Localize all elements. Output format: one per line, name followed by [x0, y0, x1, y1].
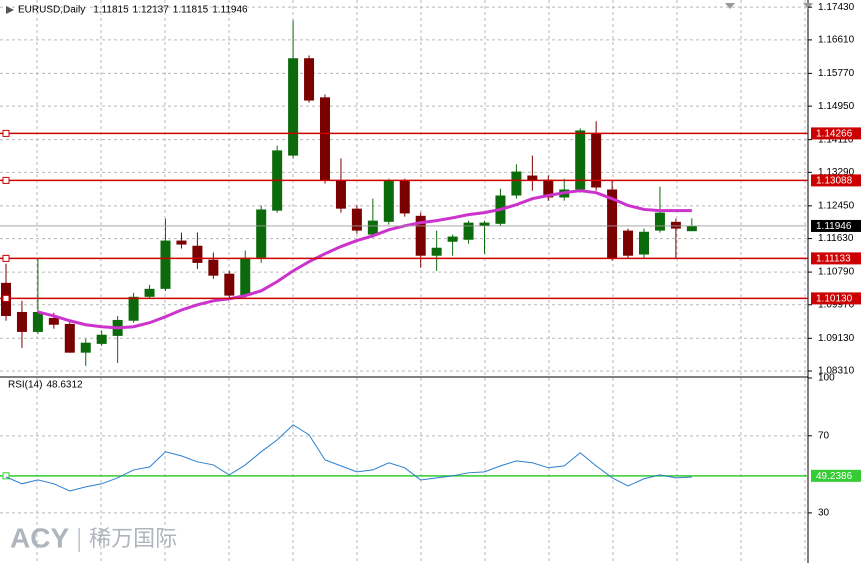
candle-body [176, 240, 187, 245]
candle-body [511, 171, 522, 196]
level-label: 1.11133 [816, 254, 851, 265]
level-anchor [2, 129, 10, 137]
indicator-value: 48.6312 [46, 380, 83, 391]
candle-body [160, 240, 171, 289]
level-anchor [2, 294, 10, 302]
candle-body [367, 220, 378, 235]
candle-body [208, 259, 219, 276]
watermark-name: 稀万国际 [89, 526, 177, 551]
candle-body [96, 334, 107, 344]
candle-body [304, 58, 315, 101]
y-tick-label: 100 [818, 373, 835, 384]
candle-body [431, 247, 442, 256]
candle-body [607, 189, 618, 259]
y-tick-label: 1.11630 [818, 233, 854, 244]
level-label-box [811, 127, 861, 140]
candle-body [80, 342, 91, 353]
y-tick-label: 1.12450 [818, 200, 855, 211]
candle-body [128, 296, 139, 321]
candle-body [399, 180, 410, 214]
y-tick-label: 1.14110 [818, 134, 854, 145]
indicator-title: RSI(14) [8, 380, 42, 391]
y-tick-label: 30 [818, 508, 830, 519]
chart-title: EURUSD,Daily [18, 5, 85, 16]
level-label: 1.13088 [816, 176, 853, 187]
candle-body [686, 225, 697, 232]
ohlc-value: 1.12137 [133, 5, 170, 16]
ohlc-value: 1.11815 [93, 5, 129, 16]
candle-body [32, 311, 43, 332]
candle-body [591, 133, 602, 188]
rsi-line [5, 424, 692, 492]
level-label-box [811, 174, 861, 187]
candle-body [224, 273, 235, 296]
candle-body [543, 179, 554, 198]
scroll-marker [803, 3, 813, 9]
price-label-box [811, 219, 861, 232]
level-anchor [2, 254, 10, 262]
shift-marker [725, 3, 735, 9]
candle-body [415, 215, 426, 256]
candle-body [639, 231, 649, 255]
y-tick-label: 1.10790 [818, 267, 855, 278]
level-label-box [811, 292, 861, 305]
y-tick-label: 1.17430 [818, 2, 855, 13]
candle-body [623, 230, 634, 256]
y-tick-label: 1.14950 [818, 101, 855, 112]
candle-body [479, 222, 490, 226]
price-label: 1.11946 [816, 221, 852, 232]
candle-body [144, 288, 155, 297]
y-tick-label: 1.15770 [818, 68, 855, 79]
candle-body [527, 175, 538, 181]
level-label: 49.2386 [816, 471, 853, 482]
candle-body [240, 257, 251, 296]
y-tick-label: 1.09130 [818, 333, 855, 344]
y-tick-label: 1.16610 [818, 35, 855, 46]
candle-body [256, 209, 267, 258]
candle-body [288, 58, 299, 156]
candle-body [48, 317, 59, 325]
title-icon [6, 6, 14, 14]
candle-body [16, 311, 27, 332]
candle-body [320, 97, 330, 181]
candle-body [351, 208, 362, 231]
ohlc-value: 1.11946 [212, 5, 248, 16]
candle-body [670, 221, 681, 229]
y-tick-label: 1.13290 [818, 167, 855, 178]
y-tick-label: 1.08310 [818, 366, 855, 377]
level-anchor [2, 472, 10, 480]
watermark-brand: ACY [10, 522, 69, 553]
moving-average [37, 189, 692, 330]
level-anchor [2, 176, 10, 184]
ohlc-value: 1.11815 [173, 5, 209, 16]
candle-body [654, 212, 665, 231]
candle-body [575, 130, 586, 190]
level-label-box [811, 469, 861, 482]
candle-body [463, 222, 474, 240]
level-label: 1.10130 [816, 294, 853, 305]
level-label-box [811, 252, 861, 265]
y-tick-label: 70 [818, 430, 830, 441]
candle-body [192, 245, 203, 263]
y-tick-label: 1.09970 [818, 299, 855, 310]
candle-body [64, 323, 75, 353]
candle-body [383, 180, 394, 222]
candle-body [335, 180, 346, 209]
level-label: 1.14266 [816, 129, 853, 140]
candle-body [447, 236, 458, 242]
